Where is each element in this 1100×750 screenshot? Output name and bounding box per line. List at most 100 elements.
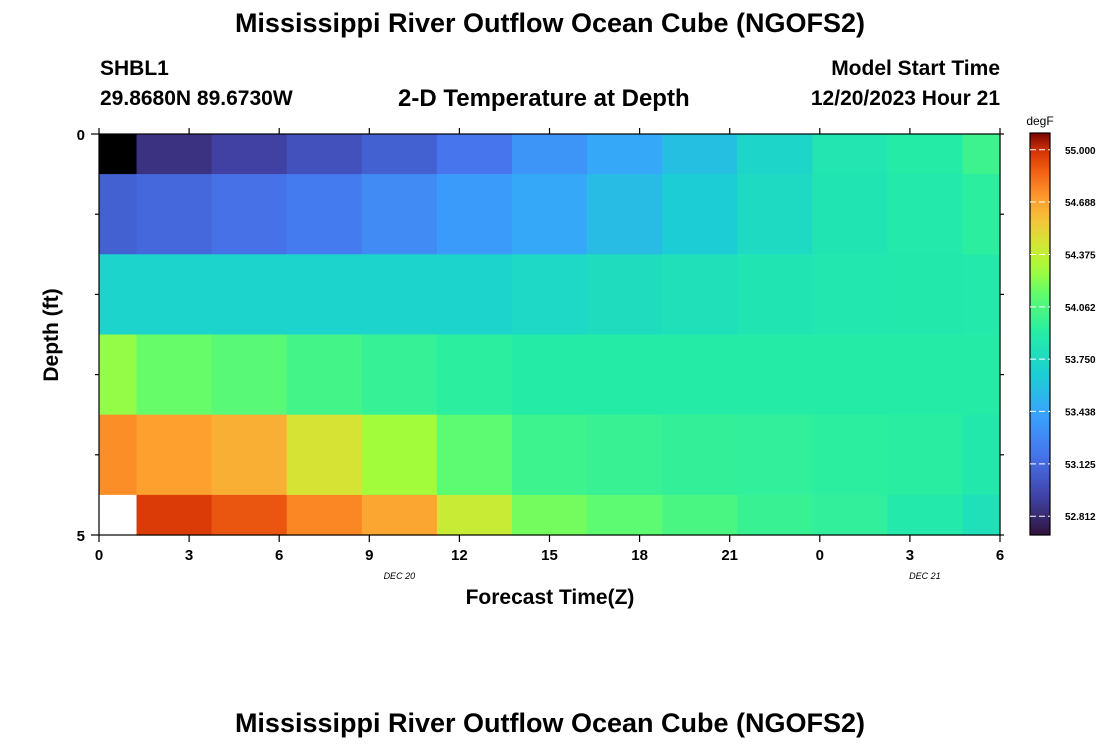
heatmap-cell xyxy=(361,134,438,175)
heatmap-cell xyxy=(962,494,1001,536)
heatmap-cell xyxy=(962,134,1001,175)
heatmap-cell xyxy=(812,334,888,416)
heatmap-cell xyxy=(136,174,213,255)
heatmap-cell xyxy=(286,414,363,496)
x-axis: 0 3 6 9 12 15 18 21 0 3 6 DEC 20 DEC 21 xyxy=(95,128,1004,581)
heatmap-cell xyxy=(587,334,663,416)
colorbar-label: 53.750 xyxy=(1065,355,1096,366)
heatmap-cell xyxy=(511,414,588,496)
y-axis: 05 xyxy=(77,127,1004,545)
heatmap-cell xyxy=(136,334,213,416)
heatmap-cell xyxy=(511,134,588,175)
heatmap-cell xyxy=(812,254,888,336)
heatmap-cell xyxy=(286,254,363,336)
chart-title: Mississippi River Outflow Ocean Cube (NG… xyxy=(234,8,866,38)
heatmap-cell xyxy=(99,174,138,255)
heatmap-cell xyxy=(436,334,513,416)
heatmap-cell xyxy=(587,414,663,496)
footer-title: Mississippi River Outflow Ocean Cube (NG… xyxy=(234,708,866,738)
heatmap-cell xyxy=(136,494,213,536)
heatmap-cells xyxy=(99,134,1001,536)
colorbar-label: 54.688 xyxy=(1065,198,1096,209)
heatmap-cell xyxy=(662,254,738,336)
y-axis-label: Depth (ft) xyxy=(40,288,63,381)
heatmap-cell xyxy=(511,174,588,255)
heatmap-cell xyxy=(211,414,288,496)
station-coordinates: 29.8680N 89.6730W xyxy=(100,87,293,110)
heatmap-cell xyxy=(812,414,888,496)
heatmap-cell xyxy=(587,254,663,336)
x-tick-label: 0 xyxy=(816,547,824,564)
heatmap-cell xyxy=(887,174,964,255)
model-start-label: Model Start Time xyxy=(831,57,1000,80)
x-tick-label: 18 xyxy=(631,547,648,564)
heatmap-cell xyxy=(887,334,964,416)
x-axis-label: Forecast Time(Z) xyxy=(466,586,635,609)
x-tick-label: 15 xyxy=(541,547,558,564)
x-tick-label: 0 xyxy=(95,547,103,564)
heatmap-cell xyxy=(211,174,288,255)
heatmap-cell xyxy=(737,174,813,255)
heatmap-cell xyxy=(136,254,213,336)
heatmap-cell xyxy=(587,494,663,536)
x-tick-label: 3 xyxy=(906,547,914,564)
heatmap-cell xyxy=(587,134,663,175)
heatmap-cell xyxy=(887,254,964,336)
heatmap-cell xyxy=(737,414,813,496)
heatmap-cell xyxy=(737,334,813,416)
y-tick-label: 5 xyxy=(77,528,85,545)
x-tick-label: 6 xyxy=(275,547,283,564)
heatmap-cell xyxy=(962,414,1001,496)
heatmap-cell xyxy=(737,254,813,336)
heatmap-cell xyxy=(962,174,1001,255)
heatmap-cell xyxy=(136,134,213,175)
x-tick-label: 12 xyxy=(451,547,468,564)
x-date-label: DEC 21 xyxy=(909,571,941,581)
heatmap-cell xyxy=(211,494,288,536)
heatmap-cell xyxy=(436,174,513,255)
heatmap-cell xyxy=(99,414,138,496)
heatmap-cell xyxy=(511,334,588,416)
heatmap-cell xyxy=(662,134,738,175)
heatmap-cell xyxy=(887,134,964,175)
heatmap-cell xyxy=(887,494,964,536)
heatmap-cell xyxy=(361,334,438,416)
colorbar-label: 53.125 xyxy=(1065,460,1096,471)
y-tick-label: 0 xyxy=(77,127,85,144)
heatmap-cell xyxy=(812,134,888,175)
colorbar-label: 52.812 xyxy=(1065,512,1096,523)
x-tick-label: 3 xyxy=(185,547,193,564)
chart-subtitle: 2-D Temperature at Depth xyxy=(398,85,690,112)
colorbar xyxy=(1029,132,1051,536)
heatmap-cell xyxy=(99,134,138,175)
heatmap-cell xyxy=(286,174,363,255)
heatmap-cell xyxy=(361,494,438,536)
station-id: SHBL1 xyxy=(100,57,169,80)
colorbar-label: 55.000 xyxy=(1065,146,1096,157)
colorbar-ticks: 55.000 54.688 54.375 54.062 53.750 53.438 53.1… xyxy=(1030,146,1096,523)
heatmap-cell xyxy=(361,174,438,255)
x-tick-label: 6 xyxy=(996,547,1004,564)
heatmap-cell xyxy=(511,254,588,336)
x-date-label: DEC 20 xyxy=(384,571,416,581)
heatmap-cell xyxy=(211,334,288,416)
heatmap-cell xyxy=(211,254,288,336)
heatmap-cell xyxy=(436,494,513,536)
heatmap-cell xyxy=(962,334,1001,416)
model-start-value: 12/20/2023 Hour 21 xyxy=(810,87,1000,110)
heatmap-cell xyxy=(511,494,588,536)
heatmap-cell xyxy=(587,174,663,255)
heatmap-cell xyxy=(286,334,363,416)
heatmap-cell xyxy=(737,494,813,536)
heatmap-cell xyxy=(436,254,513,336)
x-tick-label: 9 xyxy=(365,547,373,564)
heatmap-cell xyxy=(99,494,138,536)
heatmap-cell xyxy=(99,334,138,416)
colorbar-unit: degF xyxy=(1026,114,1053,128)
heatmap-cell xyxy=(662,414,738,496)
heatmap-cell xyxy=(99,254,138,336)
heatmap-cell xyxy=(361,414,438,496)
heatmap-cell xyxy=(812,494,888,536)
heatmap-cell xyxy=(662,174,738,255)
